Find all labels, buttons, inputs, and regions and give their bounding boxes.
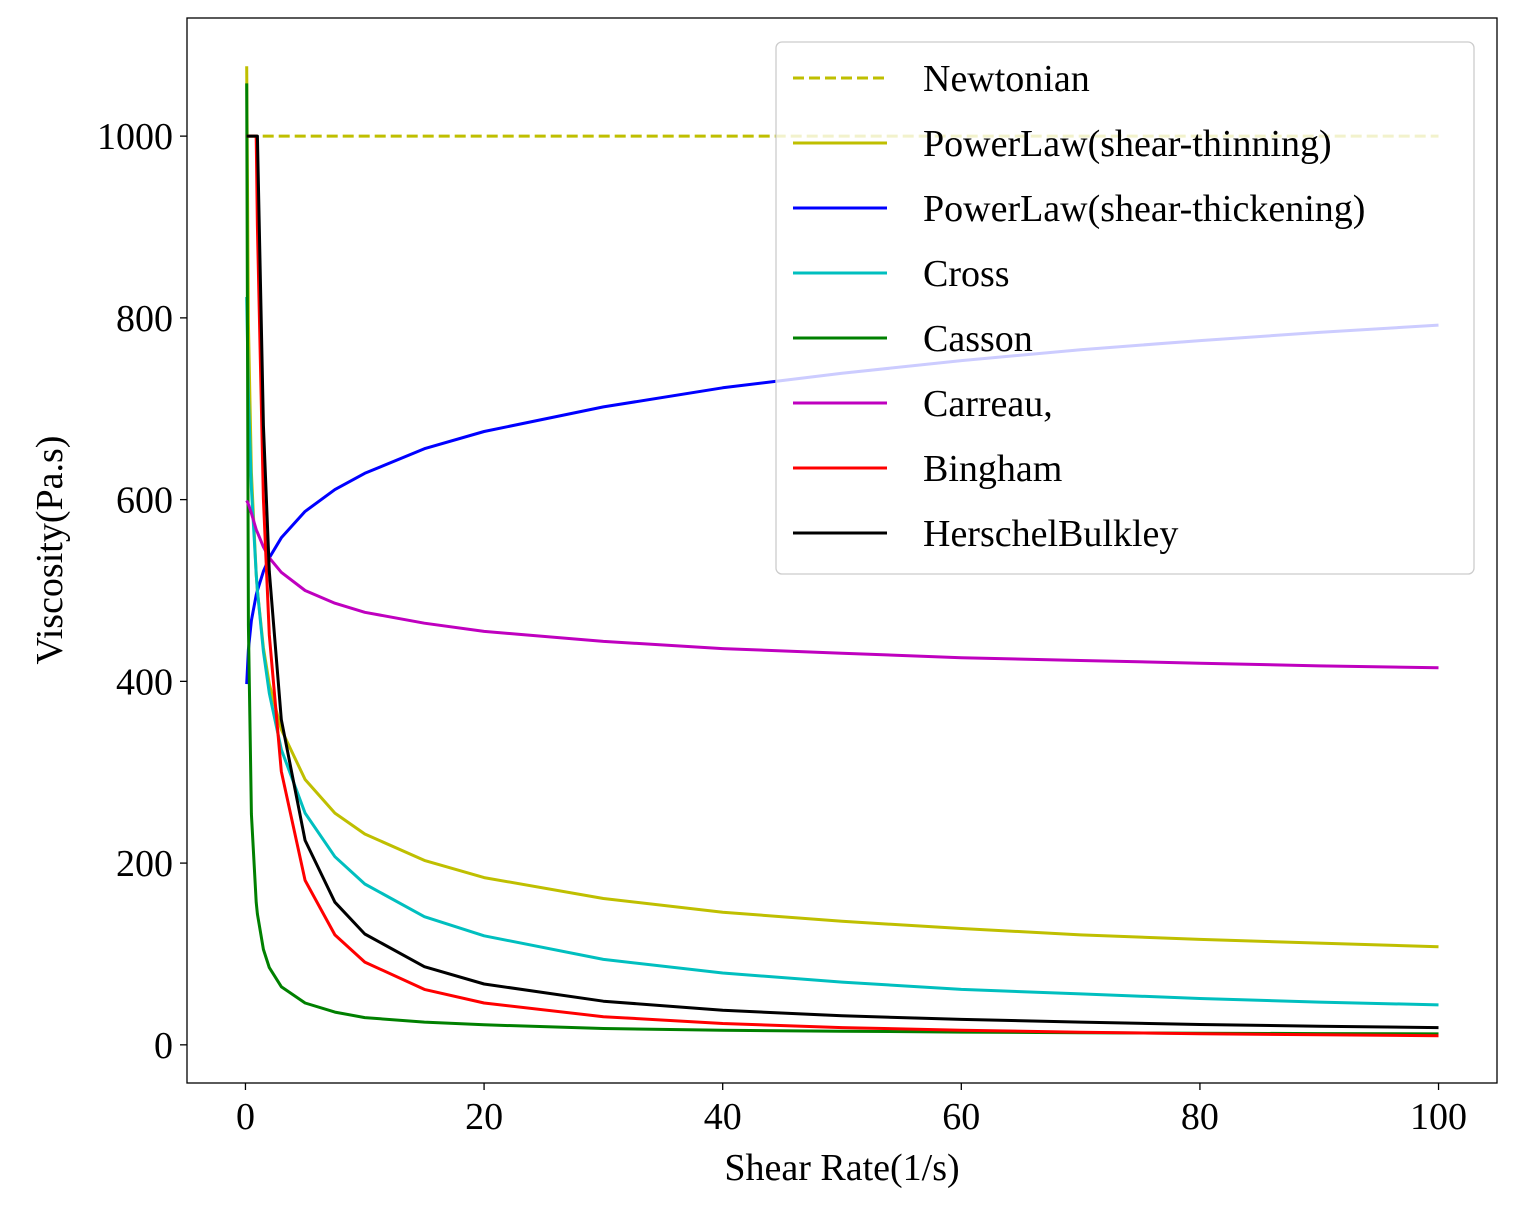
legend-entry: PowerLaw(shear-thinning) (793, 123, 1332, 165)
y-axis: 0 200 400 600 800 1000 (97, 116, 187, 1067)
y-axis-label: Viscosity(Pa.s) (29, 436, 71, 665)
y-tick-label: 800 (116, 298, 173, 340)
series-line-cross (245, 296, 1439, 1007)
y-tick-label: 600 (116, 480, 173, 522)
legend-entry: Casson (793, 318, 1033, 360)
series-layer (245, 66, 1439, 1038)
series-line-herschelbulkley (246, 134, 1439, 1030)
legend-entry: Cross (793, 253, 1010, 295)
legend-box (775, 41, 1475, 575)
y-tick-label: 1000 (97, 116, 173, 158)
legend-label: Casson (923, 318, 1033, 360)
legend-label: Cross (923, 253, 1010, 295)
legend-label: HerschelBulkley (923, 513, 1178, 555)
y-tick-label: 400 (116, 661, 173, 703)
legend-entry: PowerLaw(shear-thickening) (793, 188, 1365, 230)
x-axis: 0 20 40 60 80 100 (236, 1083, 1467, 1138)
x-tick-label: 40 (704, 1096, 742, 1138)
plot-frame (186, 17, 1498, 1084)
x-tick-label: 0 (236, 1096, 255, 1138)
legend-entry: Newtonian (793, 58, 1090, 100)
legend-label: Newtonian (923, 58, 1090, 100)
legend-label: PowerLaw(shear-thinning) (923, 123, 1332, 165)
x-axis-label: Shear Rate(1/s) (724, 1147, 959, 1189)
y-tick-label: 0 (154, 1025, 173, 1067)
series-line-carreau (245, 499, 1439, 670)
legend-entry: HerschelBulkley (793, 513, 1178, 555)
legend: Newtonian PowerLaw(shear-thinning) PowerLa… (775, 41, 1475, 575)
legend-entry: Bingham (793, 448, 1062, 490)
x-tick-label: 60 (942, 1096, 980, 1138)
y-tick-label: 200 (116, 843, 173, 885)
x-tick-label: 80 (1181, 1096, 1219, 1138)
x-tick-label: 20 (465, 1096, 503, 1138)
x-tick-label: 100 (1410, 1096, 1467, 1138)
legend-label: PowerLaw(shear-thickening) (923, 188, 1365, 230)
legend-entry: Carreau, (793, 383, 1053, 425)
legend-label: Carreau, (923, 383, 1053, 425)
legend-label: Bingham (923, 448, 1062, 490)
